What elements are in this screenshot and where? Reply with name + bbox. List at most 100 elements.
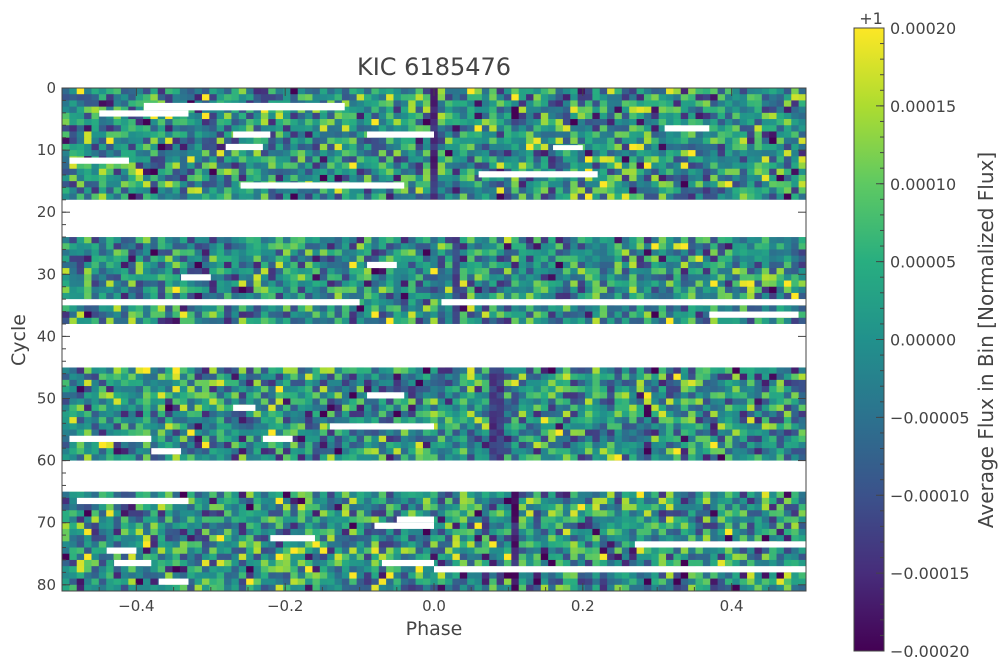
heatmap-cell: [150, 174, 159, 182]
heatmap-cell: [334, 137, 343, 145]
heatmap-cell: [260, 379, 269, 387]
heatmap-cell: [150, 379, 159, 387]
heatmap-cell: [282, 317, 291, 325]
heatmap-cell: [106, 305, 114, 312]
heatmap-cell: [717, 286, 726, 294]
heatmap-cell: [607, 373, 615, 381]
heatmap-cell: [585, 174, 593, 182]
heatmap-cell: [629, 379, 637, 387]
heatmap-cell: [518, 112, 527, 120]
heatmap-cell: [710, 143, 719, 151]
heatmap-cell: [400, 317, 409, 325]
heatmap-cell: [415, 386, 424, 393]
heatmap-cell: [673, 292, 682, 300]
heatmap-cell: [732, 243, 741, 250]
heatmap-cell: [592, 106, 601, 114]
heatmap-cell: [62, 317, 70, 325]
heatmap-cell: [791, 268, 800, 275]
heatmap-cell: [791, 100, 800, 108]
heatmap-cell: [739, 125, 748, 132]
heatmap-cell: [209, 317, 218, 325]
heatmap-cell: [400, 125, 409, 132]
heatmap-cell: [172, 174, 181, 182]
heatmap-cell: [253, 311, 262, 319]
heatmap-cell: [84, 317, 92, 325]
heatmap-cell: [739, 100, 748, 108]
heatmap-cell: [562, 193, 571, 201]
heatmap-cell: [607, 94, 615, 101]
heatmap-cell: [496, 311, 505, 319]
heatmap-cell: [540, 286, 549, 294]
heatmap-cell: [62, 286, 70, 294]
heatmap-cell: [791, 193, 800, 201]
heatmap-cell: [776, 317, 785, 325]
heatmap-cell: [526, 187, 534, 194]
heatmap-cell: [452, 379, 461, 387]
heatmap-cell: [474, 143, 483, 151]
heatmap-cell: [452, 255, 461, 263]
heatmap-cell: [629, 237, 637, 244]
heatmap-cell: [378, 143, 387, 151]
heatmap-cell: [135, 255, 144, 263]
heatmap-cell: [260, 386, 269, 393]
heatmap-cell: [231, 125, 240, 132]
heatmap-cell: [69, 125, 78, 132]
heatmap-cell: [157, 274, 166, 281]
heatmap-cell: [246, 317, 254, 325]
heatmap-cell: [467, 237, 475, 244]
heatmap-cell: [106, 106, 114, 114]
heatmap-cell: [526, 131, 534, 139]
heatmap-cell: [467, 187, 475, 194]
heatmap-cell: [518, 94, 527, 101]
heatmap-cell: [621, 261, 630, 269]
heatmap-cell: [798, 373, 807, 381]
heatmap-cell: [290, 255, 299, 263]
heatmap-cell: [651, 193, 660, 201]
heatmap-cell: [629, 249, 637, 257]
heatmap-cell: [69, 137, 78, 145]
heatmap-cell: [260, 156, 269, 163]
heatmap-cell: [739, 379, 748, 387]
heatmap-cell: [179, 156, 188, 163]
heatmap-cell: [452, 181, 461, 188]
heatmap-cell: [224, 162, 232, 170]
heatmap-cell: [518, 193, 527, 201]
heatmap-cell: [585, 249, 593, 257]
heatmap-cell: [658, 156, 667, 163]
heatmap-cell: [798, 249, 807, 257]
heatmap-cell: [496, 268, 505, 275]
heatmap-cell: [356, 187, 365, 194]
heatmap-cell: [98, 379, 107, 387]
heatmap-cell: [260, 112, 269, 120]
heatmap-cell: [128, 125, 137, 132]
heatmap-cell: [319, 379, 328, 387]
heatmap-cell: [732, 137, 741, 145]
heatmap-cell: [98, 162, 107, 170]
heatmap-cell: [555, 286, 564, 294]
heatmap-cell: [327, 305, 335, 312]
heatmap-cell: [371, 143, 380, 151]
heatmap-cell: [275, 150, 284, 157]
heatmap-cell: [452, 261, 461, 269]
heatmap-cell: [84, 187, 92, 194]
heatmap-cell: [91, 168, 100, 176]
heatmap-cell: [364, 237, 372, 244]
heatmap-cell: [356, 162, 365, 170]
heatmap-cell: [172, 143, 181, 151]
heatmap-cell: [62, 373, 70, 381]
heatmap-cell: [585, 137, 593, 145]
heatmap-cell: [165, 187, 173, 194]
heatmap-cell: [570, 261, 579, 269]
heatmap-cell: [481, 311, 490, 319]
heatmap-cell: [430, 317, 439, 325]
heatmap-cell: [540, 249, 549, 257]
heatmap-cell: [430, 292, 439, 300]
heatmap-cell: [364, 317, 372, 325]
heatmap-cell: [143, 305, 151, 312]
heatmap-cell: [179, 137, 188, 145]
heatmap-cell: [135, 268, 144, 275]
heatmap-cell: [496, 367, 505, 375]
heatmap-cell: [445, 106, 453, 114]
heatmap-cell: [305, 131, 313, 139]
heatmap-cell: [268, 274, 277, 281]
